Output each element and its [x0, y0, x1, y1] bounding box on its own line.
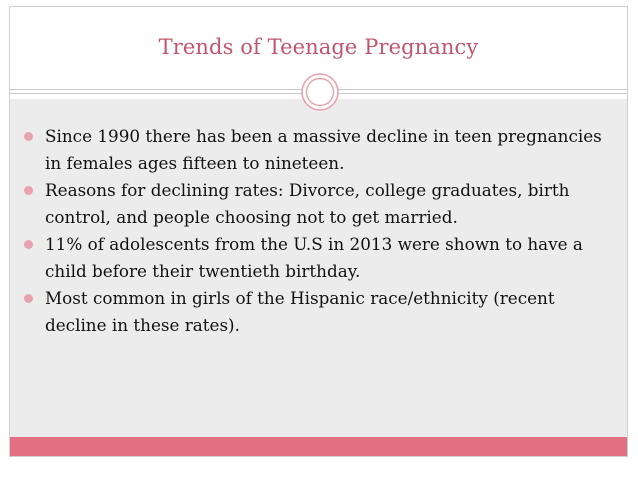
slide-title: Trends of Teenage Pregnancy — [158, 35, 479, 59]
round-bullet-icon — [24, 132, 33, 141]
bullet-text: 11% of adolescents from the U.S in 2013 … — [45, 234, 583, 281]
bullet-item: Reasons for declining rates: Divorce, co… — [24, 177, 614, 231]
bullet-item: Most common in girls of the Hispanic rac… — [24, 285, 614, 339]
footer-band — [10, 437, 627, 456]
round-bullet-icon — [24, 240, 33, 249]
slide-body: Since 1990 there has been a massive decl… — [10, 99, 627, 439]
round-bullet-icon — [24, 186, 33, 195]
bullet-item: 11% of adolescents from the U.S in 2013 … — [24, 231, 614, 285]
double-circle-ornament-icon — [301, 73, 339, 111]
bullet-list: Since 1990 there has been a massive decl… — [24, 123, 614, 339]
slide-frame: Trends of Teenage Pregnancy Since 1990 t… — [9, 6, 628, 457]
round-bullet-icon — [24, 294, 33, 303]
bullet-text: Since 1990 there has been a massive decl… — [45, 126, 602, 173]
bullet-item: Since 1990 there has been a massive decl… — [24, 123, 614, 177]
bullet-text: Reasons for declining rates: Divorce, co… — [45, 180, 570, 227]
bullet-text: Most common in girls of the Hispanic rac… — [45, 288, 555, 335]
